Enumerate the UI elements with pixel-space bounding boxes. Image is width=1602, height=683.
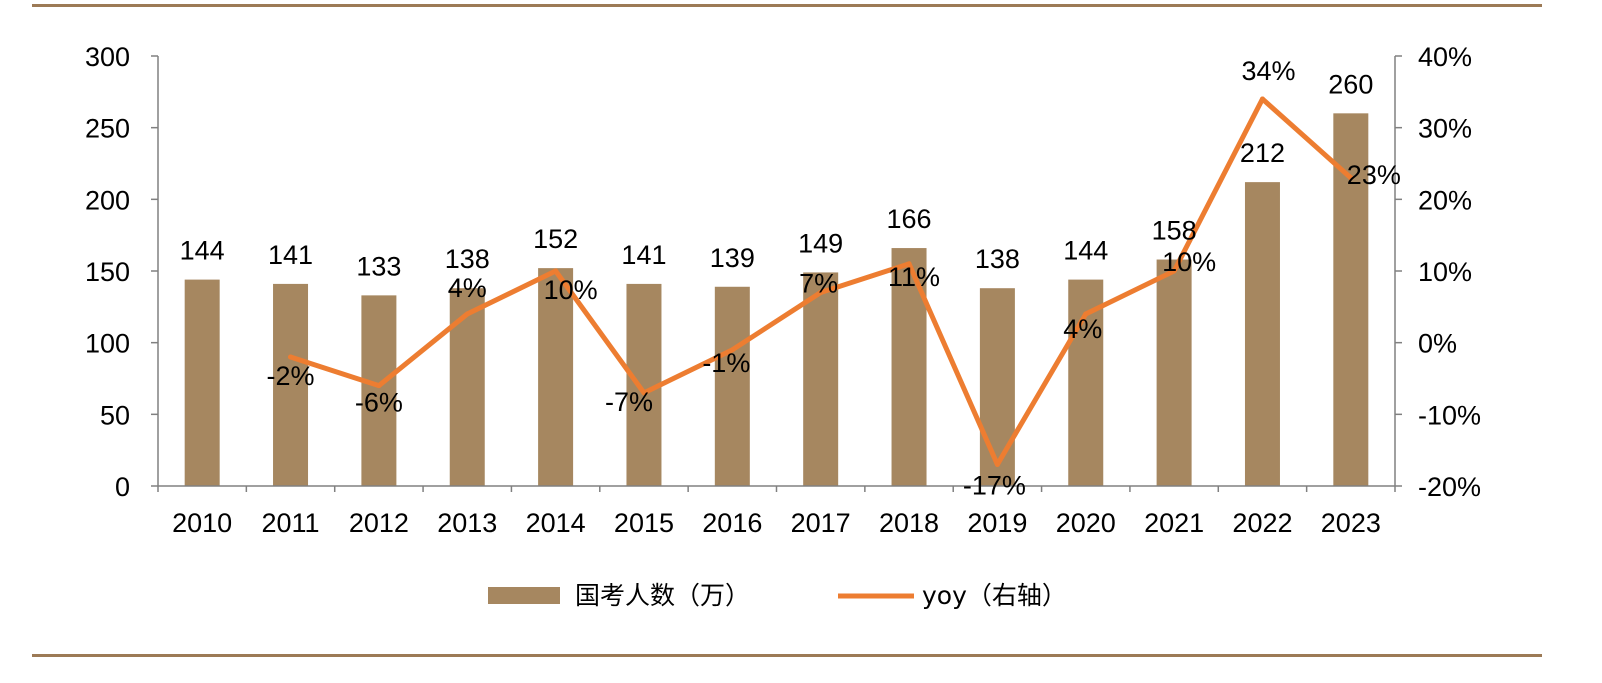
bar-series <box>184 113 1369 486</box>
yoy-value-label-2013: 4% <box>448 273 487 303</box>
bar-value-label-2020: 144 <box>1063 236 1108 266</box>
yoy-value-label-2015: -7% <box>605 387 653 417</box>
yoy-value-label-2012: -6% <box>355 388 403 418</box>
yoy-point-2011 <box>288 354 294 360</box>
yoy-value-label-2021: 10% <box>1162 247 1216 277</box>
yoy-point-2014 <box>553 268 559 274</box>
bar-value-label-2022: 212 <box>1240 138 1285 168</box>
bar-value-label-2018: 166 <box>887 204 932 234</box>
axes: 0 50 100 150 200 250 300 -20% -10% 0% 10% 20% 30% 40%… <box>85 42 1481 538</box>
x-tick-label-2023: 2023 <box>1321 508 1381 538</box>
bar-2013 <box>449 288 485 486</box>
yoy-value-label-2019: -17% <box>963 471 1026 501</box>
legend-swatch-bar <box>488 587 560 604</box>
x-tick-label-2012: 2012 <box>349 508 409 538</box>
yoy-point-2019 <box>994 462 1000 467</box>
yoy-value-label-2022: 34% <box>1241 56 1295 86</box>
bar-value-label-2017: 149 <box>798 228 843 258</box>
data-labels: 144 141 133 138 152 141 139 149 166 138 144 158 212 2… <box>180 56 1401 501</box>
yoy-point-2015 <box>641 390 647 396</box>
x-tick-label-2020: 2020 <box>1056 508 1116 538</box>
y-left-tick-label: 50 <box>100 400 130 430</box>
yoy-point-2023 <box>1348 175 1354 181</box>
bar-2022 <box>1244 182 1280 486</box>
x-tick-label-2010: 2010 <box>172 508 232 538</box>
bar-value-label-2023: 260 <box>1328 69 1373 99</box>
yoy-value-label-2016: -1% <box>702 348 750 378</box>
bar-2014 <box>538 268 574 486</box>
yoy-point-2017 <box>818 290 824 295</box>
yoy-point-2021 <box>1171 268 1177 274</box>
yoy-point-2018 <box>906 261 912 267</box>
yoy-value-label-2023: 23% <box>1347 160 1401 190</box>
yoy-point-2016 <box>729 347 735 353</box>
bar-value-label-2021: 158 <box>1152 216 1197 246</box>
yoy-line-series <box>288 96 1354 467</box>
y-right-tick-label: 20% <box>1418 185 1472 215</box>
top-rule <box>32 4 1542 7</box>
x-tick-label-2014: 2014 <box>526 508 586 538</box>
x-tick-label-2013: 2013 <box>437 508 497 538</box>
x-tick-label-2016: 2016 <box>702 508 762 538</box>
y-left-tick-label: 300 <box>85 42 130 72</box>
yoy-value-label-2017: 7% <box>799 269 838 299</box>
yoy-value-label-2014: 10% <box>544 275 598 305</box>
y-left-tick-label: 200 <box>85 185 130 215</box>
yoy-value-label-2020: 4% <box>1063 314 1102 344</box>
bar-2010 <box>184 279 220 486</box>
bar-2012 <box>361 295 397 486</box>
yoy-point-2012 <box>376 383 382 389</box>
bar-value-label-2010: 144 <box>180 236 225 266</box>
x-tick-label-2022: 2022 <box>1232 508 1292 538</box>
y-right-tick-label: -20% <box>1418 472 1481 502</box>
y-right-tick-label: 10% <box>1418 257 1472 287</box>
yoy-point-2020 <box>1083 311 1089 317</box>
y-left-tick-label: 250 <box>85 114 130 144</box>
y-right-tick-label: -10% <box>1418 400 1481 430</box>
legend: 国考人数（万） yoy（右轴） <box>488 581 1067 610</box>
x-tick-label-2019: 2019 <box>967 508 1027 538</box>
legend-label-bar: 国考人数（万） <box>575 581 750 610</box>
bar-2021 <box>1156 259 1192 486</box>
bar-value-label-2012: 133 <box>356 251 401 281</box>
bottom-rule <box>32 654 1542 657</box>
y-right-tick-label: 0% <box>1418 329 1457 359</box>
x-tick-label-2017: 2017 <box>791 508 851 538</box>
bar-2017 <box>803 272 839 486</box>
bar-2011 <box>273 283 309 486</box>
bar-value-label-2014: 152 <box>533 224 578 254</box>
yoy-point-2022 <box>1259 96 1265 102</box>
x-tick-label-2011: 2011 <box>262 508 320 538</box>
bar-value-label-2011: 141 <box>268 240 313 270</box>
y-left-tick-label: 100 <box>85 329 130 359</box>
y-right-tick-label: 40% <box>1418 42 1472 72</box>
bar-value-label-2015: 141 <box>621 240 666 270</box>
y-right-tick-label: 30% <box>1418 114 1472 144</box>
yoy-value-label-2018: 11% <box>888 262 940 292</box>
legend-label-line: yoy（右轴） <box>922 581 1067 610</box>
y-left-tick-label: 150 <box>85 257 130 287</box>
x-tick-label-2021: 2021 <box>1144 508 1204 538</box>
bar-value-label-2019: 138 <box>975 244 1020 274</box>
bar-value-label-2013: 138 <box>445 244 490 274</box>
yoy-point-2013 <box>464 311 470 317</box>
yoy-value-label-2011: -2% <box>267 361 315 391</box>
x-tick-label-2015: 2015 <box>614 508 674 538</box>
y-left-tick-label: 0 <box>115 472 130 502</box>
x-tick-label-2018: 2018 <box>879 508 939 538</box>
bar-2016 <box>714 286 750 486</box>
bar-2019 <box>979 288 1015 486</box>
bar-value-label-2016: 139 <box>710 243 755 273</box>
